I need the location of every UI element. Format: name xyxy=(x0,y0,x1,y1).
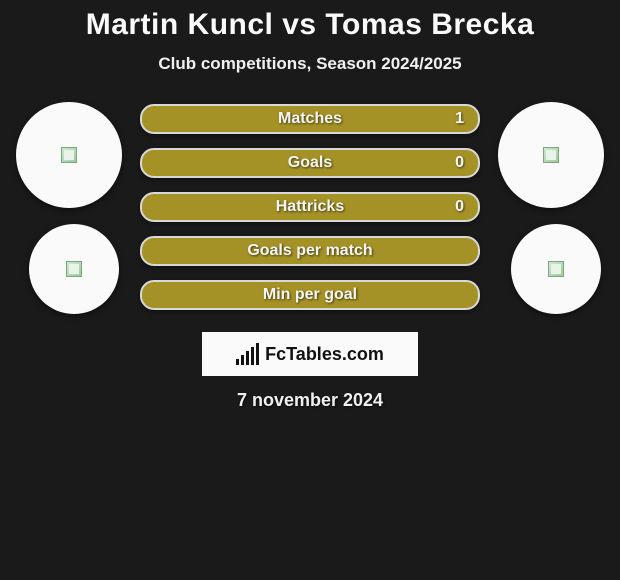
image-placeholder-icon xyxy=(61,147,77,163)
image-placeholder-icon xyxy=(543,147,559,163)
stat-value: 0 xyxy=(455,198,464,216)
image-placeholder-icon xyxy=(66,261,82,277)
stat-row-matches: Matches 1 xyxy=(140,104,480,134)
stat-row-hattricks: Hattricks 0 xyxy=(140,192,480,222)
stat-row-goals-per-match: Goals per match xyxy=(140,236,480,266)
stat-row-goals: Goals 0 xyxy=(140,148,480,178)
comparison-card: Martin Kuncl vs Tomas Brecka Club compet… xyxy=(0,0,620,411)
brand-box[interactable]: FcTables.com xyxy=(202,332,418,376)
stat-label: Goals xyxy=(288,154,332,172)
page-title: Martin Kuncl vs Tomas Brecka xyxy=(0,8,620,42)
image-placeholder-icon xyxy=(548,261,564,277)
player-left-avatar xyxy=(29,224,119,314)
stat-label: Goals per match xyxy=(247,242,372,260)
footer-date: 7 november 2024 xyxy=(0,390,620,411)
stat-row-min-per-goal: Min per goal xyxy=(140,280,480,310)
player-left-column xyxy=(16,102,122,314)
stat-label: Min per goal xyxy=(263,286,357,304)
stat-label: Matches xyxy=(278,110,342,128)
player-right-avatar xyxy=(511,224,601,314)
stat-value: 0 xyxy=(455,154,464,172)
player-right-club-logo xyxy=(498,102,604,208)
stat-value: 1 xyxy=(455,110,464,128)
stat-bars: Matches 1 Goals 0 Hattricks 0 Goals per … xyxy=(140,102,480,310)
bar-chart-icon xyxy=(236,343,259,365)
main-area: Matches 1 Goals 0 Hattricks 0 Goals per … xyxy=(0,102,620,314)
stat-label: Hattricks xyxy=(276,198,344,216)
brand-text: FcTables.com xyxy=(265,344,384,365)
player-left-club-logo xyxy=(16,102,122,208)
page-subtitle: Club competitions, Season 2024/2025 xyxy=(0,54,620,74)
player-right-column xyxy=(498,102,604,314)
